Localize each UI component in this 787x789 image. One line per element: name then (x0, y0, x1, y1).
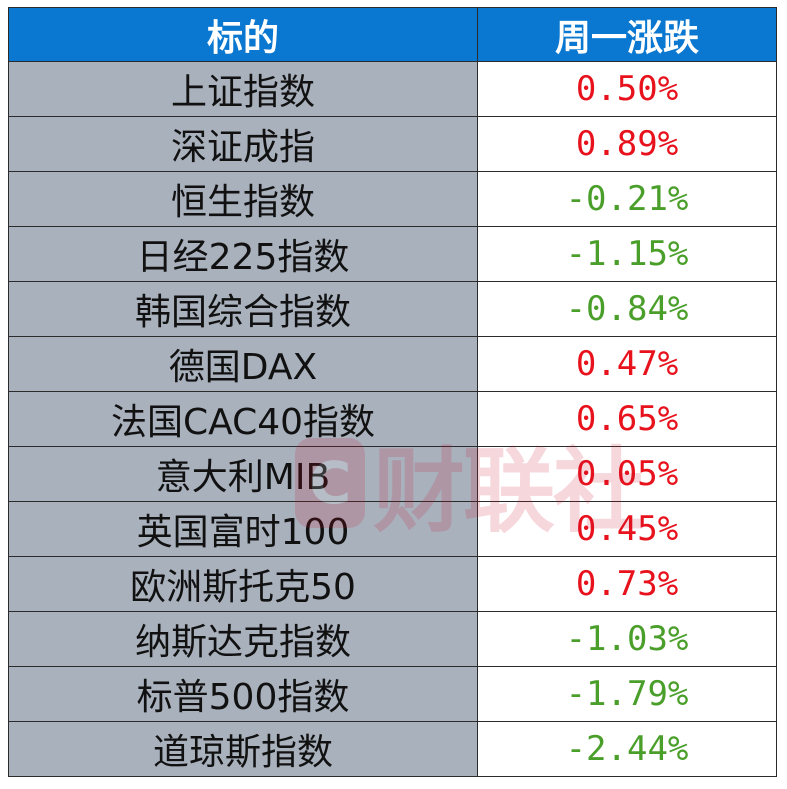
instrument-name: 标普500指数 (8, 666, 478, 722)
instrument-name: 法国CAC40指数 (8, 391, 478, 447)
instrument-name: 纳斯达克指数 (8, 611, 478, 667)
monday-change-value: -0.84% (477, 281, 777, 337)
monday-change-value: -2.44% (477, 721, 777, 777)
monday-change-value: 0.65% (477, 391, 777, 447)
monday-change-value: -1.79% (477, 666, 777, 722)
monday-change-value: 0.50% (477, 61, 777, 117)
table-row: 标普500指数 -1.79% (8, 666, 777, 722)
header-instrument: 标的 (8, 7, 478, 62)
monday-change-value: 0.47% (477, 336, 777, 392)
instrument-name: 意大利MIB (8, 446, 478, 502)
monday-change-value: -1.03% (477, 611, 777, 667)
instrument-name: 深证成指 (8, 116, 478, 172)
table-row: 深证成指 0.89% (8, 116, 777, 172)
monday-change-value: 0.73% (477, 556, 777, 612)
table-header-row: 标的 周一涨跌 (8, 7, 777, 62)
monday-change-value: 0.45% (477, 501, 777, 557)
table-row: 意大利MIB 0.05% (8, 446, 777, 502)
instrument-name: 德国DAX (8, 336, 478, 392)
table-row: 上证指数 0.50% (8, 61, 777, 117)
instrument-name: 欧洲斯托克50 (8, 556, 478, 612)
monday-change-value: 0.89% (477, 116, 777, 172)
table-row: 纳斯达克指数 -1.03% (8, 611, 777, 667)
table-row: 日经225指数 -1.15% (8, 226, 777, 282)
instrument-name: 道琼斯指数 (8, 721, 478, 777)
table-row: 英国富时100 0.45% (8, 501, 777, 557)
instrument-name: 上证指数 (8, 61, 478, 117)
instrument-name: 韩国综合指数 (8, 281, 478, 337)
monday-change-value: -1.15% (477, 226, 777, 282)
table-row: 恒生指数 -0.21% (8, 171, 777, 227)
instrument-name: 恒生指数 (8, 171, 478, 227)
monday-change-value: -0.21% (477, 171, 777, 227)
instrument-name: 英国富时100 (8, 501, 478, 557)
table-row: 韩国综合指数 -0.84% (8, 281, 777, 337)
instrument-name: 日经225指数 (8, 226, 478, 282)
header-monday-change: 周一涨跌 (477, 7, 777, 62)
table-row: 法国CAC40指数 0.65% (8, 391, 777, 447)
market-change-table: 标的 周一涨跌 上证指数 0.50% 深证成指 0.89% 恒生指数 -0.21% 日经22… (8, 7, 777, 777)
monday-change-value: 0.05% (477, 446, 777, 502)
table-row: 道琼斯指数 -2.44% (8, 721, 777, 777)
table-row: 德国DAX 0.47% (8, 336, 777, 392)
table-row: 欧洲斯托克50 0.73% (8, 556, 777, 612)
